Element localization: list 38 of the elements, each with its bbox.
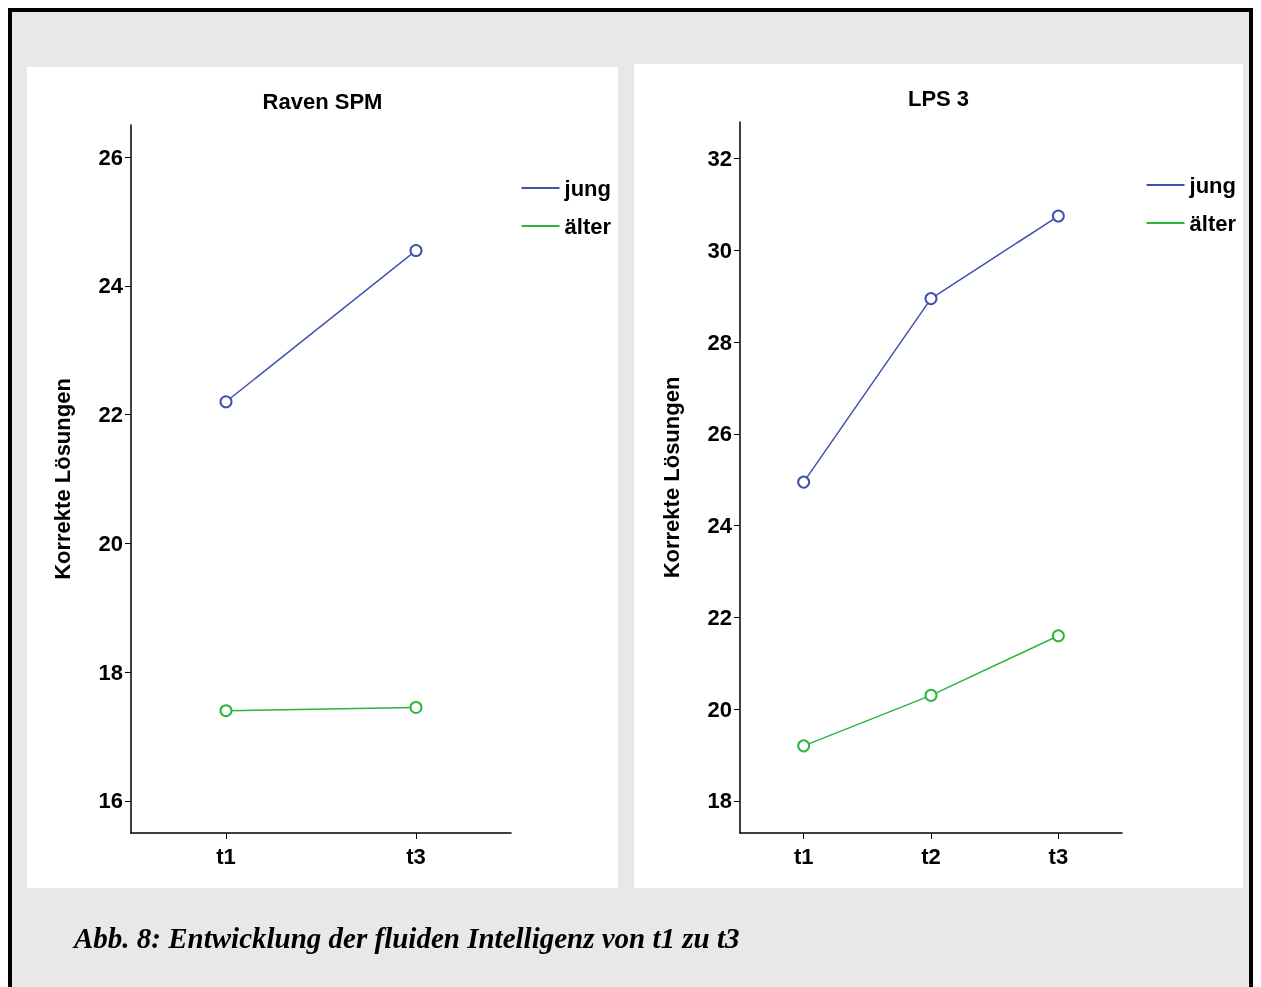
y-tick-label: 18 <box>707 788 732 814</box>
y-axis-title: Korrekte Lösungen <box>658 376 684 579</box>
point <box>797 739 811 753</box>
chart-title: LPS 3 <box>907 85 970 111</box>
point <box>797 475 811 489</box>
point <box>924 688 938 702</box>
x-tick-label: t1 <box>216 843 236 869</box>
point <box>219 395 233 409</box>
point <box>1051 209 1065 223</box>
y-tick-label: 20 <box>707 696 732 722</box>
point <box>1051 629 1065 643</box>
y-tick-label: 24 <box>707 513 733 539</box>
y-tick-label: 28 <box>707 329 732 355</box>
y-tick-label: 32 <box>707 146 732 172</box>
y-tick-label: 26 <box>707 421 732 447</box>
x-tick-label: t3 <box>1048 843 1069 869</box>
point <box>409 700 423 714</box>
y-tick-label: 16 <box>98 788 123 814</box>
legend-label: älter <box>564 213 612 239</box>
y-axis-title: Korrekte Lösungen <box>49 378 75 580</box>
legend-label: älter <box>1189 210 1237 236</box>
x-tick-label: t2 <box>921 843 941 869</box>
legend-label: jung <box>1188 172 1236 198</box>
point <box>219 704 233 718</box>
y-tick-label: 22 <box>707 604 732 630</box>
y-tick-label: 26 <box>98 144 123 170</box>
y-tick-label: 24 <box>98 273 124 299</box>
x-tick-label: t3 <box>406 843 426 869</box>
legend-label: jung <box>563 175 611 201</box>
point <box>924 292 938 306</box>
caption: Abb. 8: Entwicklung der fluiden Intelligenz von t1 zu t3 <box>74 922 740 955</box>
y-tick-label: 20 <box>98 530 123 556</box>
y-tick-label: 22 <box>98 402 123 428</box>
chart-title: Raven SPM <box>262 88 383 114</box>
x-tick-label: t1 <box>793 843 814 869</box>
y-tick-label: 30 <box>707 237 732 263</box>
point <box>409 244 423 258</box>
y-tick-label: 18 <box>98 659 123 685</box>
